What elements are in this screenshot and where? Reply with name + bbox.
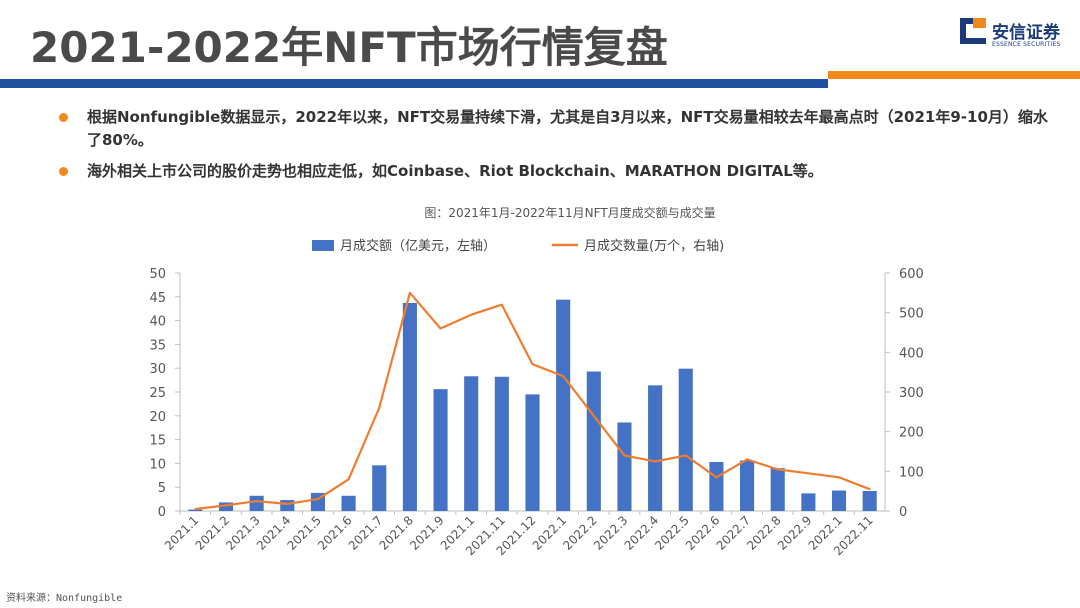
- line-point: [225, 504, 227, 507]
- bullet-item: 海外相关上市公司的股价走势也相应走低，如Coinbase、Riot Blockc…: [55, 160, 1055, 183]
- bullet-dot-icon: [59, 113, 68, 122]
- page-title: 2021-2022年NFT市场行情复盘: [30, 23, 668, 72]
- bar-mark: [188, 509, 203, 511]
- line-point: [654, 460, 657, 463]
- right-tick-label: 300: [899, 386, 924, 401]
- line-point: [592, 414, 595, 417]
- left-tick-label: 10: [149, 457, 166, 472]
- bar-mark: [218, 502, 234, 511]
- bar-mark: [372, 465, 387, 511]
- legend-bar-label: 月成交额（亿美元，左轴）: [340, 238, 496, 254]
- right-tick-label: 200: [899, 426, 924, 441]
- bar-mark: [249, 495, 264, 511]
- line-point: [378, 406, 381, 409]
- line-point: [317, 498, 319, 500]
- line-point: [623, 454, 626, 457]
- line-point: [408, 291, 411, 294]
- bullet-dot-icon: [59, 167, 68, 176]
- line-point: [500, 303, 503, 306]
- line-point: [255, 500, 258, 502]
- legend-line-label: 月成交数量(万个，右轴): [584, 238, 724, 254]
- bar-mark: [494, 376, 509, 511]
- left-tick-label: 45: [149, 291, 166, 306]
- line-point: [531, 363, 534, 366]
- bar-mark: [556, 299, 571, 511]
- source-note: 资料来源：Nonfungible: [6, 593, 123, 604]
- bullet-item: 根据Nonfungible数据显示，2022年以来，NFT交易量持续下滑，尤其是…: [55, 106, 1055, 152]
- bar-mark: [433, 389, 448, 511]
- bar-mark: [801, 493, 816, 511]
- line-point: [562, 375, 565, 378]
- bar-mark: [617, 422, 632, 511]
- line-point: [807, 472, 810, 475]
- line-point: [838, 476, 840, 479]
- left-tick-label: 15: [149, 434, 166, 449]
- logo-name: 安信证券: [992, 23, 1060, 43]
- bar-mark: [678, 368, 693, 511]
- bar-mark: [862, 491, 877, 511]
- bar-mark: [740, 460, 755, 511]
- left-tick-label: 50: [149, 267, 166, 282]
- bar-mark: [280, 500, 295, 511]
- left-tick-label: 5: [158, 481, 166, 496]
- line-point: [776, 468, 779, 471]
- bar-mark: [709, 461, 724, 511]
- left-tick-label: 30: [149, 362, 166, 377]
- right-tick-label: 500: [899, 307, 924, 322]
- bar-mark: [831, 490, 847, 511]
- logo-mark-icon: [960, 18, 986, 44]
- bullet-text: 根据Nonfungible数据显示，2022年以来，NFT交易量持续下滑，尤其是…: [87, 108, 1048, 149]
- line-point: [684, 454, 687, 457]
- right-tick-label: 100: [899, 465, 924, 480]
- bullet-text: 海外相关上市公司的股价走势也相应走低，如Coinbase、Riot Blockc…: [87, 162, 823, 180]
- right-tick-label: 600: [899, 267, 924, 282]
- legend-bar-swatch: [312, 240, 334, 251]
- header-orange-band: [828, 71, 1080, 79]
- bar-mark: [770, 468, 785, 511]
- line-point: [439, 327, 442, 330]
- bar-mark: [464, 376, 479, 511]
- left-tick-label: 35: [149, 338, 166, 353]
- line-point: [470, 313, 473, 316]
- line-point: [194, 508, 197, 510]
- left-tick-label: 0: [158, 505, 166, 520]
- line-point: [868, 488, 871, 491]
- right-tick-label: 400: [899, 346, 924, 361]
- nft-volume-chart: 图：2021年1月-2022年11月NFT月度成交额与成交量月成交额（亿美元，左…: [149, 205, 924, 558]
- line-point: [715, 476, 718, 479]
- chart-title: 图：2021年1月-2022年11月NFT月度成交额与成交量: [424, 205, 715, 220]
- bar-mark: [402, 302, 417, 511]
- left-tick-label: 40: [149, 315, 166, 330]
- right-tick-label: 0: [899, 505, 907, 520]
- line-point: [746, 458, 748, 461]
- line-point: [347, 478, 350, 481]
- logo-subtitle: ESSENCE SECURITIES: [992, 41, 1061, 48]
- line-point: [286, 502, 289, 505]
- bar-mark: [648, 385, 663, 511]
- bar-mark: [525, 394, 540, 511]
- bar-mark: [586, 371, 601, 511]
- bar-mark: [341, 495, 356, 511]
- left-tick-label: 25: [149, 386, 166, 401]
- left-tick-label: 20: [149, 410, 166, 425]
- header-blue-band: [0, 79, 828, 88]
- company-logo: 安信证券 ESSENCE SECURITIES: [960, 16, 1070, 56]
- bullet-list: 根据Nonfungible数据显示，2022年以来，NFT交易量持续下滑，尤其是…: [55, 106, 1055, 191]
